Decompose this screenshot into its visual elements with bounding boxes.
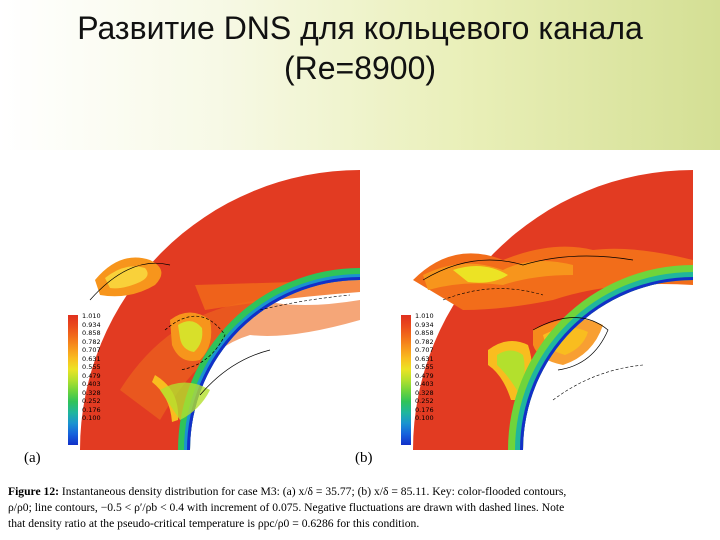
colorbar-a	[68, 315, 78, 445]
colorbar-tick-label: 0.176	[415, 405, 434, 414]
colorbar-tick-label: 0.252	[415, 397, 434, 405]
colorbar-tick-label: 0.328	[415, 388, 434, 397]
colorbar-tick-label: 0.100	[415, 414, 434, 422]
colorbar-labels-b: 1.010 0.934 0.858 0.782 0.707 0.631 0.555 0.479…	[415, 312, 455, 423]
colorbar-tick-label: 0.782	[82, 337, 101, 346]
colorbar-tick-label: 0.176	[82, 405, 101, 414]
density-plot-b: 1.010 0.934 0.858 0.782 0.707 0.631 0.555 0.479…	[393, 160, 693, 450]
colorbar-tick-label: 0.479	[82, 371, 101, 380]
caption-label: Figure 12:	[8, 485, 59, 498]
colorbar-tick-label: 0.707	[415, 346, 434, 354]
density-plot-a: 1.010 0.934 0.858 0.782 0.707 0.631 0.555 0.479…	[60, 160, 360, 450]
colorbar-tick-label: 0.782	[415, 337, 434, 346]
colorbar-tick-label: 1.010	[82, 312, 101, 320]
caption-line-2: ρ/ρ0; line contours, −0.5 < ρ′/ρb < 0.4 …	[8, 501, 565, 514]
slide-title-line-1: Развитие DNS для кольцевого канала	[77, 10, 643, 46]
caption-line-3: that density ratio at the pseudo-critica…	[8, 517, 420, 530]
colorbar-tick-label: 0.631	[82, 354, 101, 363]
colorbar-tick-label: 0.631	[415, 354, 434, 363]
title-band: Развитие DNS для кольцевого канала (Re=8…	[0, 0, 720, 150]
colorbar-tick-label: 0.858	[82, 329, 101, 337]
colorbar-tick-label: 1.010	[415, 312, 434, 320]
slide-title-line-2: (Re=8900)	[283, 50, 437, 86]
panel-label-b: (b)	[355, 450, 373, 466]
colorbar-tick-label: 0.934	[415, 320, 434, 329]
colorbar-tick-label: 0.479	[415, 371, 434, 380]
colorbar-tick-label: 0.328	[82, 388, 101, 397]
colorbar-tick-label: 0.100	[82, 414, 101, 422]
colorbar-labels-a: 1.010 0.934 0.858 0.782 0.707 0.631 0.555 0.479…	[82, 312, 122, 423]
colorbar-tick-label: 0.858	[415, 329, 434, 337]
colorbar-b	[401, 315, 411, 445]
colorbar-tick-label: 0.555	[82, 363, 101, 371]
colorbar-tick-label: 0.252	[82, 397, 101, 405]
figure-caption: Figure 12: Instantaneous density distrib…	[8, 484, 714, 532]
colorbar-tick-label: 0.403	[82, 380, 101, 388]
colorbar-tick-label: 0.934	[82, 320, 101, 329]
colorbar-tick-label: 0.555	[415, 363, 434, 371]
caption-line-1: Instantaneous density distribution for c…	[61, 485, 567, 498]
annulus-contour-b	[413, 170, 693, 450]
annulus-contour-a	[80, 170, 360, 450]
colorbar-tick-label: 0.403	[415, 380, 434, 388]
colorbar-tick-label: 0.707	[82, 346, 101, 354]
panel-label-a: (a)	[24, 450, 41, 466]
